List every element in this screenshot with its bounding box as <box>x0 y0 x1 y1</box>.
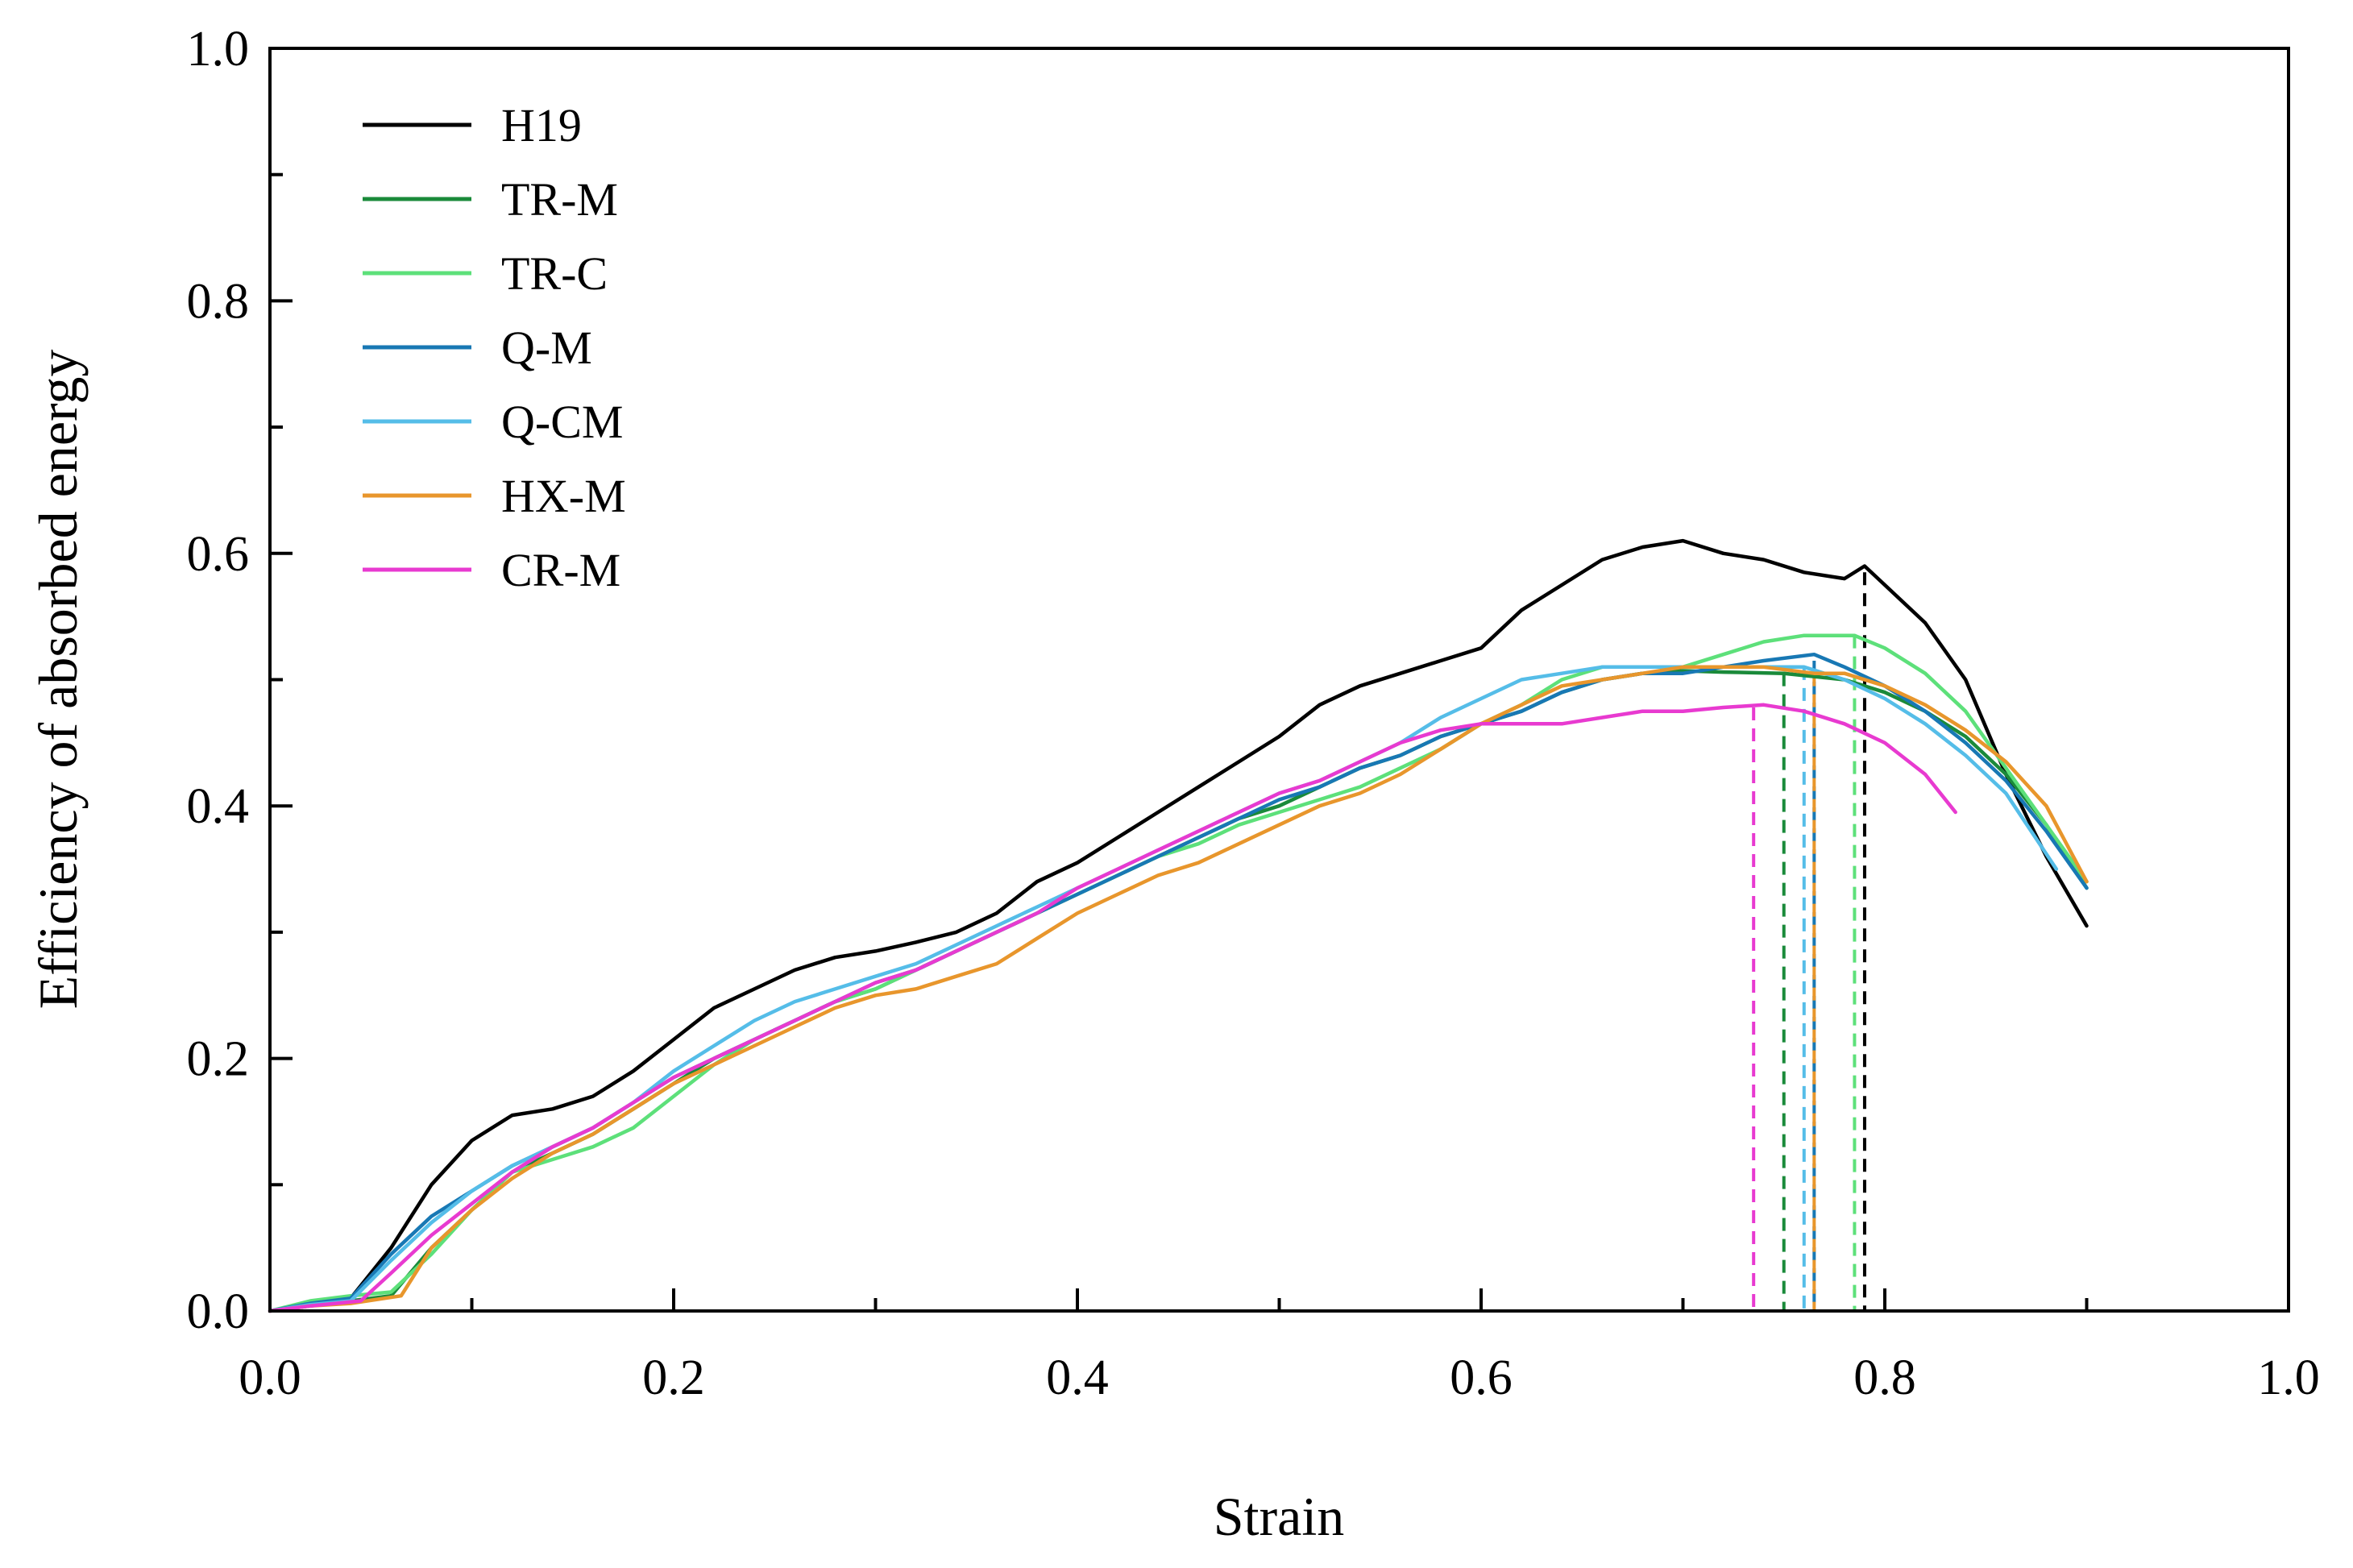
x-tick-label: 1.0 <box>2257 1350 2320 1405</box>
series-line-hx-m <box>268 665 2089 1313</box>
peak-strain-markers <box>1752 572 1866 1311</box>
y-axis-title: Efficiency of absorbed energy <box>27 350 89 1010</box>
x-tick-label: 0.4 <box>1046 1350 1109 1405</box>
series-lines <box>268 538 2089 1313</box>
y-tick-label: 0.8 <box>187 274 250 329</box>
legend-label-q-m: Q-M <box>501 321 592 374</box>
series-line-cr-m <box>268 703 1957 1313</box>
legend-label-cr-m: CR-M <box>501 544 620 596</box>
legend-label-q-cm: Q-CM <box>501 396 623 448</box>
y-tick-label: 0.6 <box>187 527 250 582</box>
x-axis: 0.0 0.2 0.4 0.6 0.8 1.0 <box>239 1288 2320 1405</box>
legend: H19 TR-M TR-C Q-M Q-CM HX-M CR-M <box>363 99 626 596</box>
x-tick-label: 0.0 <box>239 1350 301 1405</box>
plot-area <box>268 538 2089 1313</box>
x-axis-title: Strain <box>1214 1486 1344 1547</box>
y-tick-label: 0.4 <box>187 779 250 834</box>
legend-label-tr-c: TR-C <box>501 247 608 300</box>
x-tick-label: 0.8 <box>1853 1350 1916 1405</box>
x-tick-label: 0.2 <box>642 1350 705 1405</box>
series-line-h19 <box>268 538 2089 1313</box>
legend-label-h19: H19 <box>501 99 582 151</box>
legend-label-hx-m: HX-M <box>501 470 626 522</box>
legend-label-tr-m: TR-M <box>501 173 618 226</box>
y-tick-label: 1.0 <box>187 22 250 77</box>
x-tick-label: 0.6 <box>1450 1350 1513 1405</box>
series-line-tr-c <box>268 633 2089 1313</box>
y-tick-label: 0.2 <box>187 1032 250 1087</box>
y-tick-label: 0.0 <box>187 1284 250 1339</box>
y-axis: 0.0 0.2 0.4 0.6 0.8 1.0 <box>187 22 293 1339</box>
